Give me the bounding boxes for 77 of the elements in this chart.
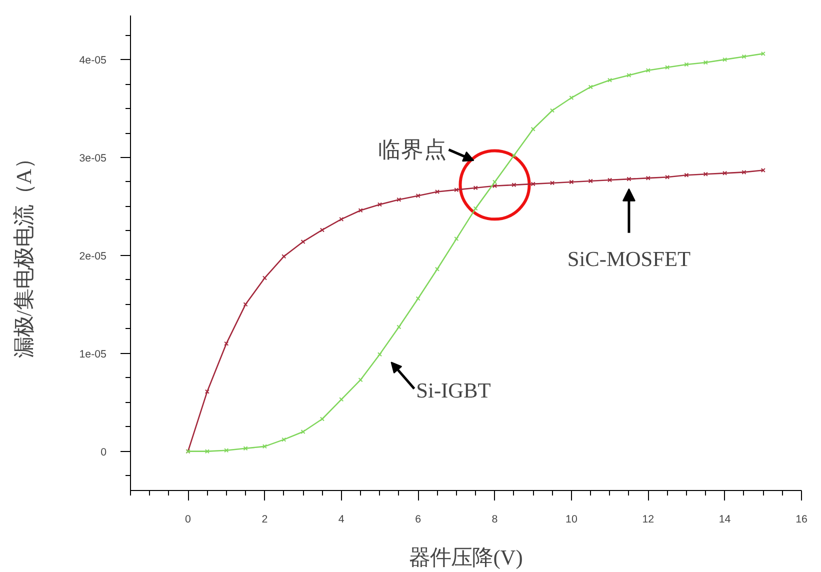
point (339, 397, 344, 402)
point (204, 389, 210, 394)
point (320, 416, 324, 422)
point (569, 180, 574, 184)
x-tick-label: 6 (415, 514, 422, 526)
point (492, 184, 498, 188)
point (454, 236, 459, 242)
point (396, 324, 402, 330)
point (224, 448, 229, 453)
x-tick-label: 2 (262, 514, 268, 526)
point (626, 176, 632, 182)
point (224, 341, 229, 346)
point (282, 254, 286, 259)
text: SiC-MOSFET (567, 246, 691, 271)
series-label: Si-IGBT (416, 378, 491, 403)
point (473, 186, 478, 190)
y-tick-label: 1e-05 (79, 348, 107, 360)
point (377, 352, 382, 357)
point (626, 72, 632, 78)
point (684, 62, 689, 67)
point (300, 239, 306, 244)
point (550, 180, 555, 186)
point (262, 444, 267, 449)
x-tick-label: 4 (338, 514, 344, 526)
point (742, 54, 746, 59)
point (665, 174, 670, 180)
point (416, 296, 420, 301)
point (588, 178, 593, 184)
point (434, 190, 440, 194)
annotation: 临界点 (378, 137, 447, 162)
point (742, 170, 746, 174)
point (454, 188, 459, 192)
point (473, 206, 478, 211)
point (377, 202, 382, 207)
y-axis-title: 漏极/集电极电流（A） (12, 148, 36, 358)
x-tick-label: 12 (642, 514, 654, 526)
point (512, 182, 516, 188)
x-tick-label: 16 (796, 514, 808, 526)
point (665, 65, 670, 70)
point (204, 449, 210, 454)
point (703, 60, 708, 65)
x-tick-label: 10 (566, 514, 578, 526)
x-tick-label: 0 (185, 514, 192, 526)
point (243, 446, 248, 451)
point (722, 170, 728, 176)
y-tick-label: 0 (100, 446, 107, 458)
point (646, 68, 650, 73)
point (722, 57, 728, 62)
point (530, 126, 536, 132)
point (512, 153, 516, 158)
point (358, 208, 363, 213)
x-tick-label: 8 (492, 514, 498, 526)
y-tick-label: 3e-05 (79, 152, 107, 165)
point (320, 228, 324, 232)
point (416, 193, 420, 198)
point (396, 197, 402, 202)
point (550, 108, 555, 113)
x-tick-label: 14 (718, 514, 731, 526)
point (588, 84, 593, 90)
point (358, 378, 363, 382)
point (339, 216, 344, 222)
point (262, 276, 267, 280)
point (569, 96, 574, 100)
point (300, 429, 306, 434)
point (282, 437, 286, 442)
point (703, 172, 708, 176)
point (243, 302, 248, 307)
point (492, 180, 498, 184)
point (684, 172, 689, 178)
point (530, 182, 536, 186)
point (608, 78, 612, 82)
x-axis-title: 器件压降(V) (409, 546, 523, 570)
point (646, 176, 650, 180)
point (608, 178, 612, 182)
y-tick-label: 4e-05 (79, 54, 107, 67)
y-tick-label: 2e-05 (79, 250, 107, 262)
point (434, 266, 440, 272)
